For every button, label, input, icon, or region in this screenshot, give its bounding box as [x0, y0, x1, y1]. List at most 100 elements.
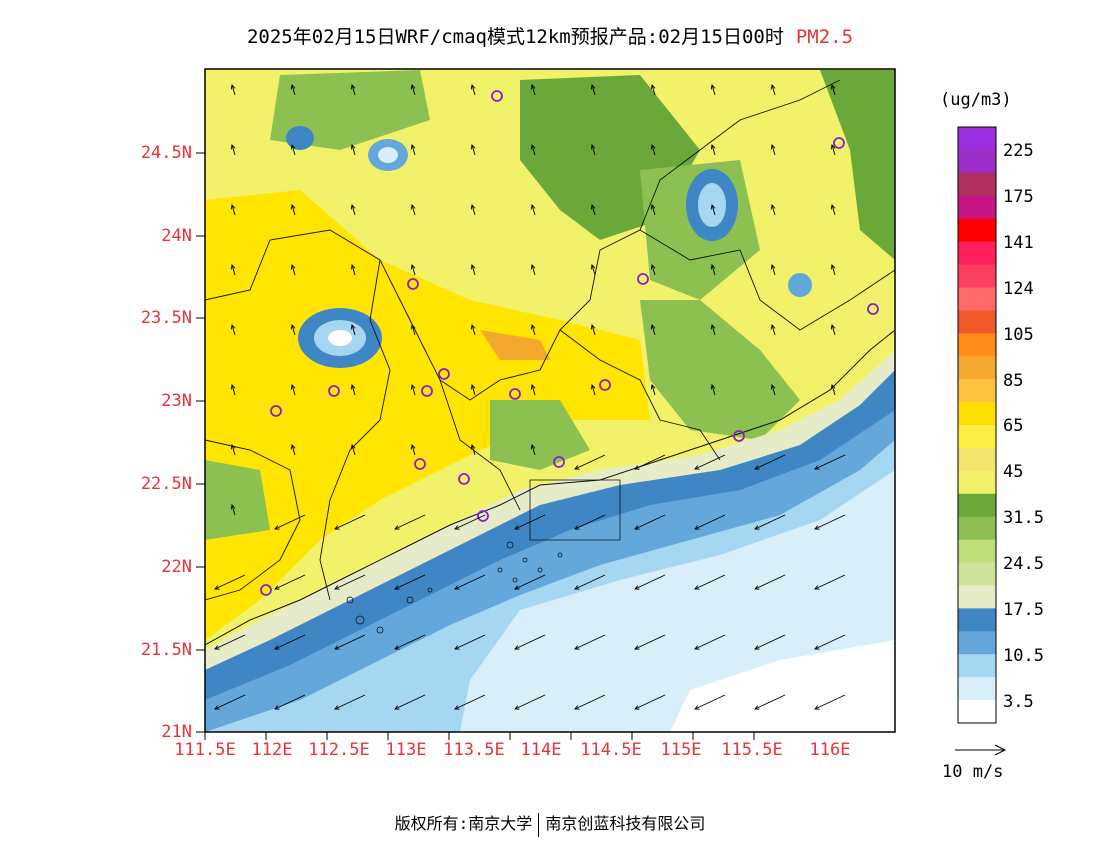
wind-arrow: [350, 444, 356, 456]
wind-arrow: [350, 264, 356, 276]
wind-arrow: [230, 504, 236, 516]
lon-tick-label: 116E: [809, 740, 851, 760]
wind-arrow: [470, 444, 476, 456]
wind-arrow: [590, 324, 596, 336]
colorbar-swatch: [958, 356, 996, 380]
wind-arrow: [350, 324, 356, 336]
colorbar-label: 17.5: [1003, 600, 1044, 620]
wind-arrow: [470, 324, 476, 336]
colorbar-label: 105: [1003, 325, 1034, 345]
wind-arrow: [590, 264, 596, 276]
wind-arrow: [514, 694, 546, 710]
wind-arrow: [274, 634, 306, 650]
wind-arrow: [334, 574, 366, 590]
wind-arrow: [634, 454, 666, 470]
colorbar-swatch: [958, 218, 996, 243]
wind-arrow: [470, 384, 476, 396]
colorbar-label: 10.5: [1003, 646, 1044, 666]
wind-arrow: [214, 634, 246, 650]
wind-arrow: [710, 84, 716, 96]
wind-arrow: [650, 144, 656, 156]
wind-arrow: [290, 264, 296, 276]
colorbar-swatch: [958, 447, 996, 472]
wind-arrow: [590, 144, 596, 156]
lon-tick-label: 114.5E: [580, 740, 642, 760]
wind-arrow: [530, 444, 536, 456]
colorbar-label: 175: [1003, 187, 1034, 207]
wind-arrow: [394, 634, 426, 650]
colorbar-swatch: [958, 241, 996, 266]
colorbar-swatch: [958, 287, 996, 311]
wind-arrow: [830, 144, 836, 156]
wind-arrow: [634, 694, 666, 710]
wind-arrow: [230, 384, 236, 396]
lon-tick-label: 115E: [660, 740, 702, 760]
title-text: 2025年02月15日WRF/cmaq模式12km预报产品:02月15日00时: [246, 26, 784, 48]
lat-tick-label: 22.5N: [140, 474, 192, 494]
wind-arrow: [634, 634, 666, 650]
wind-arrow: [290, 384, 296, 396]
colorbar-label: 24.5: [1003, 554, 1044, 574]
colorbar-label: 124: [1003, 279, 1034, 299]
colorbar-swatch: [958, 127, 996, 151]
wind-arrow: [454, 514, 486, 530]
colorbar-swatch: [958, 310, 996, 334]
wind-arrow: [514, 514, 546, 530]
colorbar-swatch: [958, 654, 996, 678]
wind-arrow: [274, 574, 306, 590]
wind-arrow: [710, 144, 716, 156]
lat-tick-label: 21N: [161, 722, 192, 742]
lat-tick-label: 24.5N: [140, 143, 192, 163]
wind-arrow: [530, 144, 536, 156]
wind-arrow: [710, 204, 716, 216]
wind-arrow: [574, 694, 606, 710]
wind-arrow: [230, 204, 236, 216]
wind-arrow: [814, 574, 846, 590]
wind-arrow: [574, 514, 606, 530]
wind-arrow: [230, 324, 236, 336]
wind-arrow: [410, 84, 416, 96]
page-title: 2025年02月15日WRF/cmaq模式12km预报产品:02月15日00时 P…: [0, 22, 1100, 49]
colorbar-swatch: [958, 677, 996, 701]
copyright-left: 版权所有:南京大学: [394, 814, 533, 833]
wind-arrow: [410, 144, 416, 156]
wind-arrow: [334, 634, 366, 650]
colorbar: [958, 127, 996, 724]
wind-arrow: [334, 514, 366, 530]
copyright-right: 南京创蓝科技有限公司: [545, 814, 706, 833]
lat-tick-label: 23.5N: [140, 308, 192, 328]
copyright-footer: 版权所有:南京大学 南京创蓝科技有限公司: [0, 810, 1100, 837]
wind-arrow: [590, 204, 596, 216]
wind-arrow: [830, 84, 836, 96]
wind-arrow: [574, 574, 606, 590]
wind-arrow: [334, 694, 366, 710]
wind-arrow: [410, 264, 416, 276]
wind-arrow: [394, 514, 426, 530]
wind-arrow: [410, 444, 416, 456]
wind-arrow: [694, 694, 726, 710]
wind-arrow: [530, 384, 536, 396]
wind-arrow: [770, 384, 776, 396]
lon-tick-label: 113E: [385, 740, 427, 760]
wind-arrow: [514, 634, 546, 650]
wind-arrow: [754, 514, 786, 530]
pollutant-label: PM2.5: [795, 26, 854, 48]
lat-tick-label: 21.5N: [140, 640, 192, 660]
lon-tick-label: 114E: [520, 740, 562, 760]
wind-arrow: [770, 204, 776, 216]
colorbar-unit: (ug/m3): [940, 90, 1012, 110]
axis-ticks: [196, 152, 755, 740]
wind-arrow: [694, 634, 726, 650]
wind-arrow: [694, 454, 726, 470]
colorbar-swatch: [958, 264, 996, 288]
wind-arrow: [470, 264, 476, 276]
colorbar-swatch: [958, 379, 996, 403]
wind-arrow: [530, 324, 536, 336]
wind-arrow: [214, 694, 246, 710]
wind-arrow: [290, 444, 296, 456]
wind-arrow: [274, 694, 306, 710]
colorbar-swatch: [958, 172, 996, 197]
wind-arrow: [770, 264, 776, 276]
lon-tick-label: 115.5E: [721, 740, 783, 760]
lon-tick-label: 111.5E: [174, 740, 236, 760]
